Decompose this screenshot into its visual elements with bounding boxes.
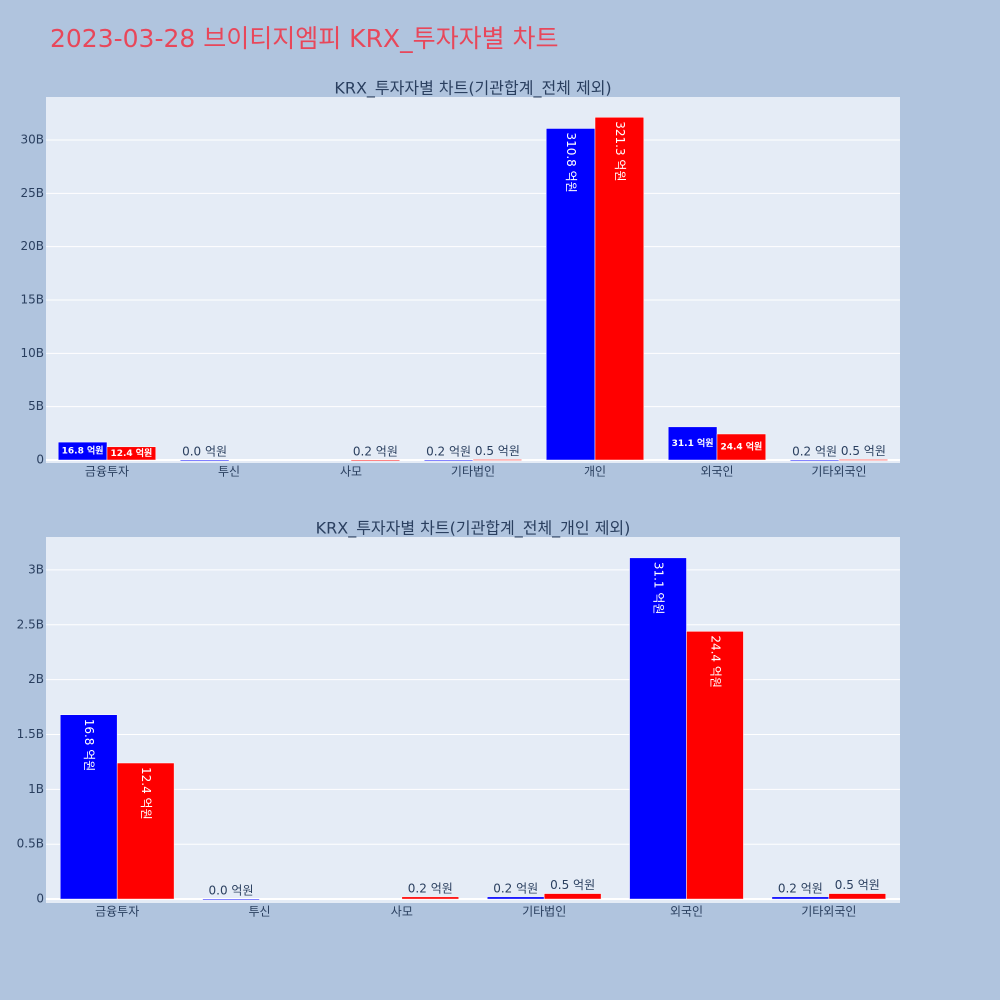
value-label: 0.5 억원	[475, 444, 520, 458]
value-label: 0.5 억원	[841, 444, 886, 458]
bar	[106, 446, 157, 461]
bar	[486, 896, 545, 900]
y-tick-label: 0	[36, 453, 44, 467]
bar	[594, 117, 645, 461]
plot-area	[46, 97, 900, 463]
plot-area	[46, 537, 900, 903]
bar	[789, 459, 840, 462]
value-label: 0.2 억원	[353, 444, 398, 458]
y-tick-label: 3B	[28, 562, 44, 576]
y-tick-label: 5B	[28, 399, 44, 413]
bar	[667, 426, 718, 461]
x-tick-label: 기타외국인	[811, 465, 866, 479]
value-label: 12.4 억원	[110, 447, 152, 459]
x-tick-label: 사모	[391, 905, 413, 919]
y-tick-label: 25B	[20, 186, 44, 200]
x-tick-label: 금융투자	[85, 465, 129, 479]
value-label: 321.3 억원	[613, 121, 627, 181]
y-tick-label: 10B	[20, 346, 44, 360]
value-label: 0.2 억원	[493, 881, 538, 895]
bar	[202, 898, 260, 901]
y-tick-label: 1B	[28, 782, 44, 796]
bar	[838, 459, 889, 461]
value-label: 31.1 억원	[652, 562, 666, 615]
y-tick-label: 2.5B	[17, 617, 44, 631]
value-label: 12.4 억원	[139, 767, 153, 820]
y-tick-label: 0	[36, 892, 44, 906]
bar	[472, 459, 523, 461]
x-tick-label: 외국인	[700, 465, 733, 479]
bar	[401, 896, 460, 900]
bar	[545, 128, 596, 461]
bar	[771, 896, 830, 900]
bar	[828, 893, 887, 900]
value-label: 0.2 억원	[778, 881, 823, 895]
y-tick-label: 30B	[20, 132, 44, 146]
value-label: 0.2 억원	[792, 444, 837, 458]
x-tick-label: 개인	[584, 465, 606, 479]
value-label: 0.2 억원	[408, 881, 453, 895]
x-tick-label: 투신	[218, 465, 240, 479]
bar	[716, 433, 767, 461]
y-tick-label: 1.5B	[17, 727, 44, 741]
x-tick-label: 사모	[340, 465, 362, 479]
bar	[543, 893, 602, 900]
y-tick-label: 15B	[20, 293, 44, 307]
bar	[350, 459, 401, 462]
bar	[423, 459, 474, 462]
value-label: 0.2 억원	[426, 444, 471, 458]
value-label: 0.5 억원	[550, 878, 595, 892]
bar	[686, 631, 744, 900]
x-tick-label: 기타법인	[522, 905, 566, 919]
value-label: 0.0 억원	[209, 884, 254, 898]
y-tick-label: 2B	[28, 672, 44, 686]
value-label: 0.5 억원	[835, 878, 880, 892]
x-tick-label: 외국인	[670, 905, 703, 919]
x-tick-label: 금융투자	[95, 905, 139, 919]
bar	[179, 459, 230, 462]
bar	[629, 557, 687, 900]
y-tick-label: 0.5B	[17, 837, 44, 851]
bar	[116, 762, 175, 900]
y-tick-label: 20B	[20, 239, 44, 253]
value-label: 24.4 억원	[708, 635, 722, 688]
chart-title: KRX_투자자별 차트(기관합계_전체 제외)	[334, 79, 611, 99]
x-tick-label: 기타법인	[451, 465, 495, 479]
value-label: 31.1 억원	[672, 437, 714, 449]
page-title: 2023-03-28 브이티지엠피 KRX_투자자별 차트	[50, 24, 559, 53]
value-label: 0.0 억원	[182, 445, 227, 459]
value-label: 16.8 억원	[62, 445, 104, 457]
chart-title: KRX_투자자별 차트(기관합계_전체_개인 제외)	[316, 519, 631, 539]
value-label: 16.8 억원	[82, 719, 96, 772]
x-tick-label: 투신	[248, 905, 270, 919]
x-tick-label: 기타외국인	[801, 905, 856, 919]
value-label: 310.8 억원	[564, 132, 578, 192]
value-label: 24.4 억원	[720, 440, 762, 452]
